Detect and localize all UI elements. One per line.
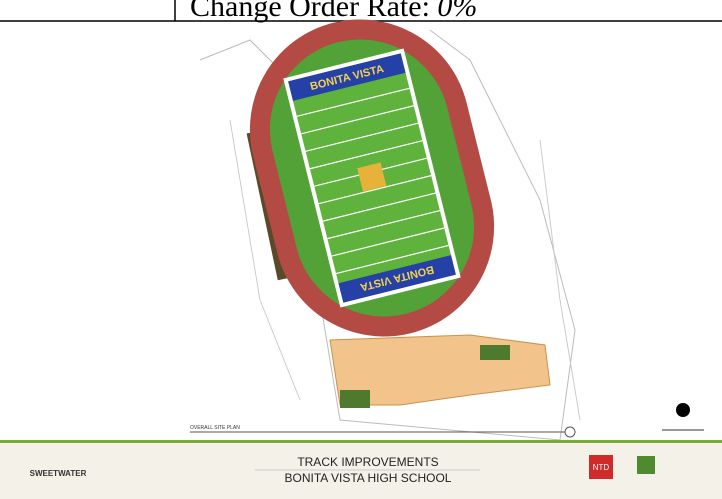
planting (340, 390, 370, 408)
planting (480, 345, 510, 360)
header-label: Change Order Rate: (190, 0, 430, 23)
plan-caption: OVERALL SITE PLAN (190, 425, 240, 431)
slide: Change Order Rate: 0% BONITA VISTA (0, 0, 722, 499)
design-logo (637, 456, 655, 474)
footer-title: TRACK IMPROVEMENTS (297, 455, 438, 469)
footer-subtitle: BONITA VISTA HIGH SCHOOL (285, 471, 452, 485)
north-arrow (676, 403, 690, 417)
right-logo: NTD (593, 463, 610, 472)
header-text: Change Order Rate: 0% (190, 0, 477, 23)
left-logo: SWEETWATER (30, 469, 87, 478)
footer-rule (0, 440, 722, 443)
header-value: 0% (437, 0, 477, 23)
